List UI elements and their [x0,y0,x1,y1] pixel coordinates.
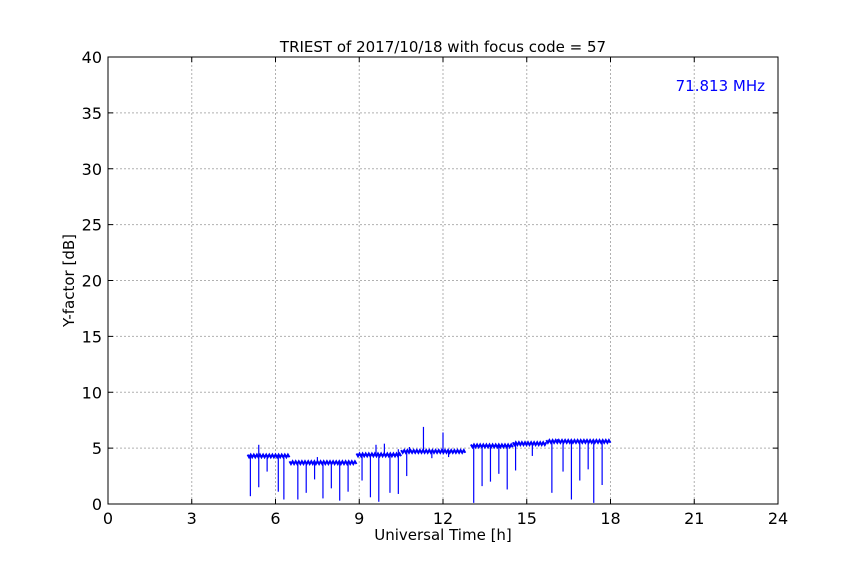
y-axis-label: Y-factor [dB] [60,234,78,328]
x-tick-label: 15 [517,509,537,528]
series-line-segment [400,448,467,455]
series-line-segment [511,440,548,448]
y-tick-label: 25 [82,216,102,235]
x-tick-label: 21 [684,509,704,528]
ticks: 0 3 6 9 12 15 18 21 24 0 5 10 15 20 25 30 35 40 [82,48,789,528]
y-tick-label: 0 [92,495,102,514]
series-line-segment [246,452,291,460]
y-tick-label: 35 [82,104,102,123]
y-tick-label: 5 [92,439,102,458]
x-tick-label: 3 [187,509,197,528]
series-line-segment [470,442,514,450]
y-tick-label: 30 [82,160,102,179]
x-tick-label: 0 [103,509,113,528]
series-group [246,426,612,503]
y-tick-label: 40 [82,48,102,67]
series-line-segment [545,438,612,445]
chart-title: TRIEST of 2017/10/18 with focus code = 5… [279,38,606,56]
frequency-annotation: 71.813 MHz [676,77,765,95]
x-tick-label: 24 [768,509,788,528]
x-axis-label: Universal Time [h] [374,526,512,544]
y-tick-label: 10 [82,383,102,402]
x-tick-label: 18 [600,509,620,528]
series-line-segment [288,459,358,467]
x-tick-label: 12 [433,509,453,528]
y-tick-label: 20 [82,272,102,291]
x-tick-label: 6 [270,509,280,528]
x-tick-label: 9 [354,509,364,528]
y-tick-label: 15 [82,327,102,346]
